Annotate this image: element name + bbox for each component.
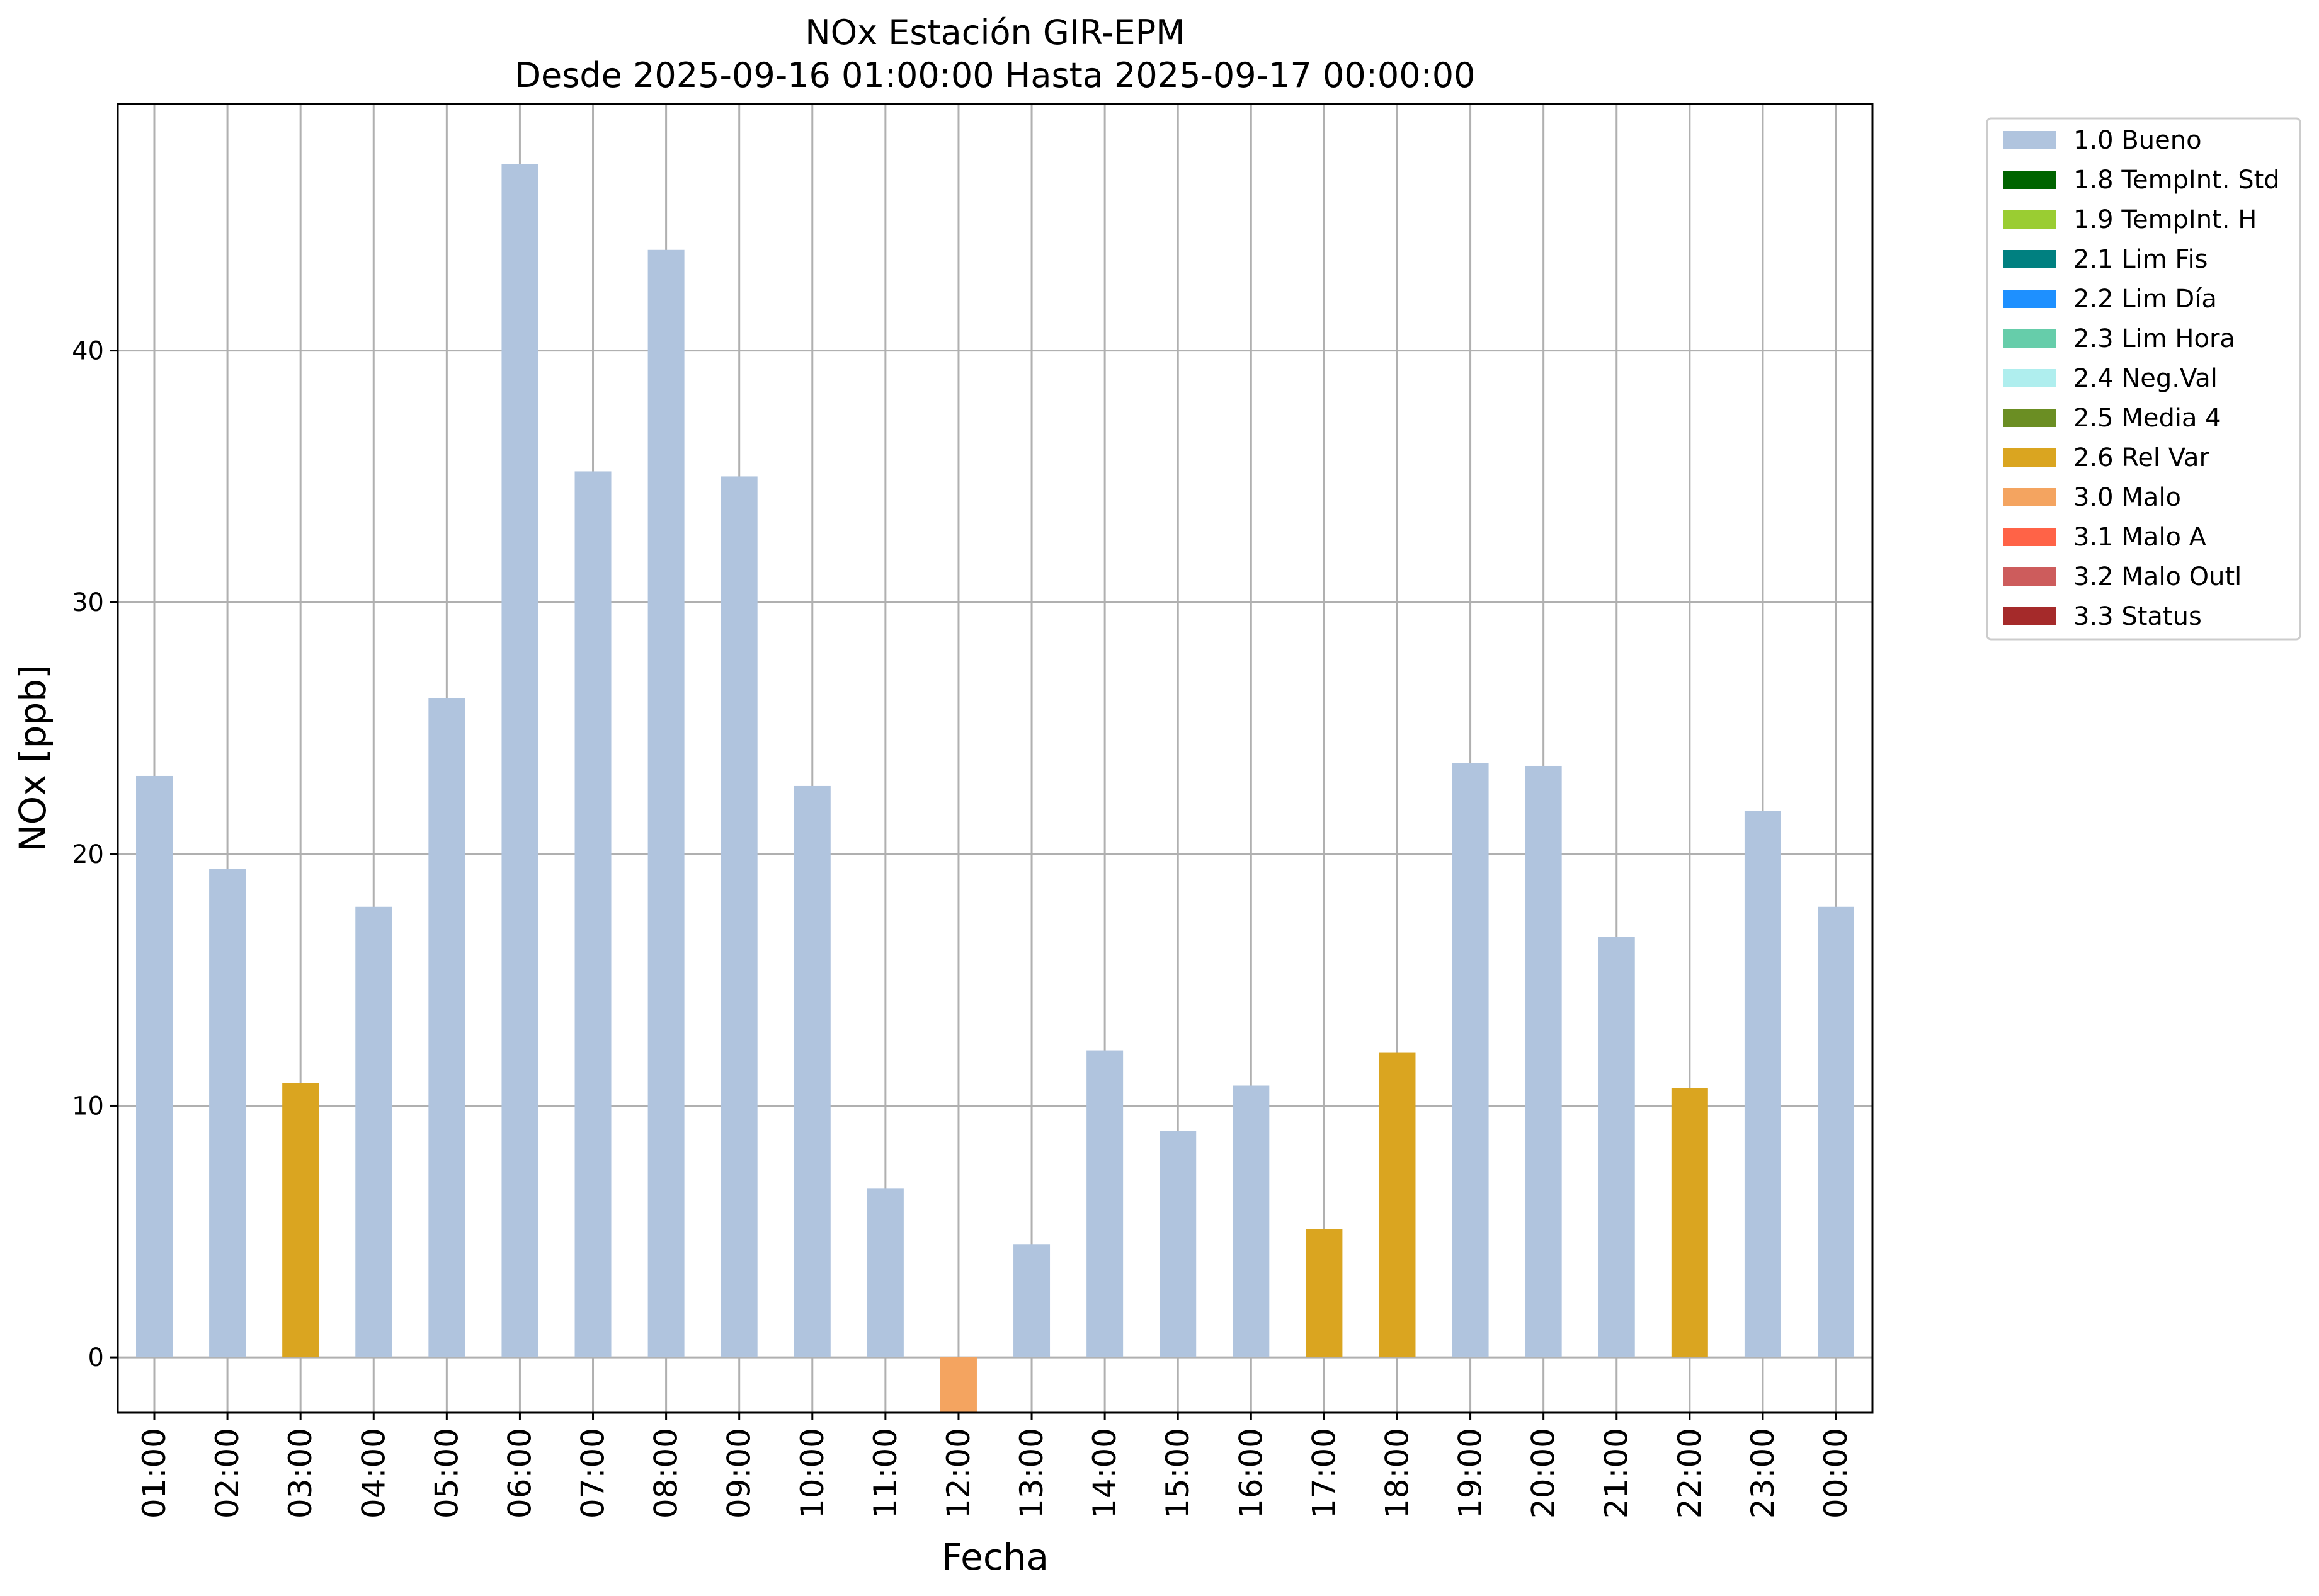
x-tick-label: 09:00 [721, 1428, 758, 1519]
plot-frame [117, 103, 1874, 1414]
bar-1700 [1306, 1229, 1343, 1358]
y-tick-label: 10 [72, 1092, 104, 1120]
x-tick-label: 14:00 [1086, 1428, 1123, 1519]
legend-label: 3.0 Malo [2073, 483, 2181, 512]
bar-1600 [1233, 1085, 1270, 1358]
legend-label: 1.9 TempInt. H [2073, 205, 2257, 234]
bar-1900 [1452, 763, 1489, 1358]
x-tick-label: 22:00 [1672, 1428, 1708, 1519]
legend-label: 2.4 Neg.Val [2073, 364, 2218, 393]
x-tick-label: 20:00 [1525, 1428, 1562, 1519]
x-tick-label: 18:00 [1379, 1428, 1415, 1519]
x-tick-label: 04:00 [355, 1428, 392, 1519]
bar-0500 [428, 698, 465, 1358]
legend-label: 2.2 Lim Día [2073, 285, 2217, 314]
x-tick-label: 21:00 [1598, 1428, 1635, 1519]
bar-0200 [209, 869, 246, 1358]
legend-label: 2.6 Rel Var [2073, 443, 2210, 472]
bar-1800 [1379, 1052, 1416, 1358]
bar-0900 [721, 476, 758, 1358]
legend-label: 3.3 Status [2073, 602, 2202, 631]
x-tick-label: 02:00 [209, 1428, 246, 1519]
bar-1400 [1086, 1050, 1124, 1358]
x-tick-label: 01:00 [136, 1428, 173, 1519]
bar-0300 [282, 1083, 319, 1358]
bar-1500 [1160, 1131, 1197, 1358]
legend-swatch [2003, 488, 2056, 506]
y-axis-ticks: 0 10 20 30 40 [72, 337, 118, 1372]
x-axis-ticks: 01:00 02:00 03:00 04:00 05:00 06:00 07:00 08:00… [136, 1413, 1854, 1519]
legend-swatch [2003, 131, 2056, 149]
legend-label: 3.1 Malo A [2073, 523, 2207, 552]
x-tick-label: 12:00 [940, 1428, 977, 1519]
bar-2100 [1598, 937, 1635, 1358]
bars [136, 164, 1854, 1413]
legend-swatch [2003, 250, 2056, 268]
legend-swatch [2003, 607, 2056, 625]
legend-swatch [2003, 210, 2056, 229]
bar-2000 [1525, 765, 1562, 1358]
legend: 1.0 Bueno 1.8 TempInt. Std 1.9 TempInt. H 2… [1986, 117, 2301, 641]
legend-swatch [2003, 448, 2056, 467]
x-tick-label: 08:00 [648, 1428, 685, 1519]
legend-label: 2.5 Media 4 [2073, 404, 2221, 433]
legend-label: 3.2 Malo Outl [2073, 562, 2242, 591]
bar-1300 [1013, 1244, 1051, 1358]
x-tick-label: 06:00 [501, 1428, 538, 1519]
bar-0700 [574, 471, 612, 1358]
x-tick-label: 03:00 [282, 1428, 319, 1519]
legend-swatch [2003, 528, 2056, 546]
x-tick-label: 07:00 [575, 1428, 612, 1519]
legend-label: 2.3 Lim Hora [2073, 324, 2235, 353]
y-tick-label: 20 [72, 840, 104, 869]
x-tick-label: 23:00 [1745, 1428, 1781, 1519]
x-tick-label: 13:00 [1013, 1428, 1050, 1519]
y-tick-label: 30 [72, 588, 104, 617]
legend-swatch [2003, 171, 2056, 189]
x-tick-label: 11:00 [867, 1428, 904, 1519]
y-tick-label: 40 [72, 337, 104, 366]
y-tick-label: 0 [88, 1343, 104, 1372]
chart-title: NOx Estación GIR-EPM [805, 13, 1185, 52]
legend-label: 2.1 Lim Fis [2073, 245, 2208, 274]
legend-label: 1.8 TempInt. Std [2073, 166, 2280, 195]
x-tick-label: 17:00 [1306, 1428, 1342, 1519]
legend-swatch [2003, 409, 2056, 427]
legend-swatch [2003, 329, 2056, 348]
bar-0800 [647, 249, 685, 1358]
x-tick-label: 05:00 [428, 1428, 465, 1519]
bar-0400 [355, 906, 392, 1358]
y-axis-label: NOx [ppb] [11, 664, 54, 852]
x-tick-label: 19:00 [1452, 1428, 1489, 1519]
bar-1200 [940, 1357, 977, 1413]
legend-swatch [2003, 369, 2056, 387]
bar-2200 [1671, 1088, 1708, 1358]
x-tick-label: 15:00 [1160, 1428, 1196, 1519]
x-tick-label: 10:00 [794, 1428, 831, 1519]
bar-0100 [136, 775, 173, 1358]
legend-swatch [2003, 567, 2056, 586]
bar-0000 [1818, 906, 1854, 1358]
legend-swatch [2003, 290, 2056, 308]
bar-0600 [501, 164, 538, 1358]
x-tick-label: 00:00 [1818, 1428, 1854, 1519]
bar-1100 [867, 1188, 904, 1358]
x-tick-label: 16:00 [1233, 1428, 1269, 1519]
legend-box [1986, 117, 2301, 641]
bar-2300 [1744, 811, 1781, 1358]
chart-subtitle: Desde 2025-09-16 01:00:00 Hasta 2025-09-… [515, 55, 1475, 95]
x-axis-label: Fecha [942, 1536, 1049, 1578]
bar-1000 [794, 785, 831, 1358]
legend-label: 1.0 Bueno [2073, 126, 2202, 155]
